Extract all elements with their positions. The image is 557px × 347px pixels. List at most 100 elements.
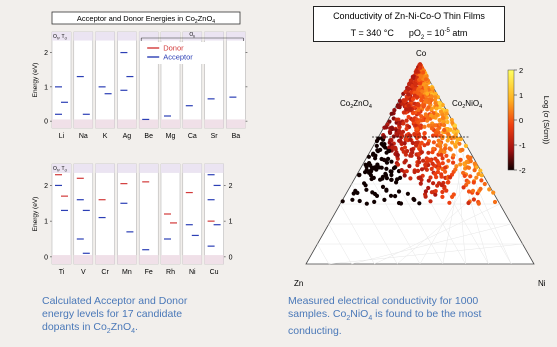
ternary-sample-point (382, 142, 387, 147)
ternary-sample-point (406, 114, 411, 120)
chart1-xtick-Ba: Ba (232, 133, 241, 140)
chart1-column-Li (51, 31, 72, 129)
ternary-sample-point (403, 89, 408, 94)
ternary-sample-point (379, 165, 384, 170)
ternary-sample-point (401, 98, 406, 103)
ternary-sample-point (416, 111, 421, 116)
ternary-sample-point (466, 180, 471, 185)
ternary-sample-point (391, 166, 397, 171)
ternary-sample-point (387, 148, 392, 154)
ternary-sample-point (428, 199, 433, 204)
ternary-sample-point (423, 112, 428, 117)
ternary-sample-point (408, 176, 413, 181)
ternary-sample-point (468, 174, 473, 179)
ternary-sample-point (426, 185, 431, 191)
ternary-sample-point (458, 137, 463, 142)
chart2-band-high (95, 164, 115, 173)
ternary-sample-point (425, 91, 430, 96)
ternary-sample-point (392, 108, 397, 113)
ternary-sample-point (366, 154, 371, 159)
ternary-sample-point (432, 123, 438, 128)
ternary-sample-point (406, 86, 411, 91)
ternary-sample-point (389, 159, 394, 164)
chart2-column-Ni (182, 163, 203, 265)
ternary-sample-point (417, 160, 422, 165)
chart1-xtick-Ag: Ag (123, 133, 132, 140)
chart1-band-high (139, 32, 159, 41)
ternary-sample-point (357, 198, 362, 204)
ternary-sample-point (369, 176, 374, 182)
ternary-sample-point (395, 162, 401, 167)
chart1-group-label: Oh (189, 32, 195, 39)
ternary-sample-point (476, 172, 481, 177)
chart1-band-low (139, 119, 159, 128)
ternary-sample-point (433, 91, 438, 96)
ternary-sample-point (396, 200, 402, 206)
ternary-sample-point (375, 148, 380, 153)
ternary-sample-point (408, 137, 413, 142)
ternary-sample-point (408, 78, 413, 83)
ternary-sample-point (470, 188, 476, 193)
ternary-sample-point (405, 191, 410, 196)
ternary-sample-point (445, 119, 450, 125)
ternary-sample-point (379, 156, 384, 162)
caption-right: Measured electrical conductivity for 100… (288, 295, 482, 338)
chart2-ytick-left: 1 (44, 219, 48, 226)
ternary-sample-point (404, 169, 409, 174)
ternary-sample-point (423, 85, 428, 90)
chart2-ytick-left: 0 (44, 254, 48, 261)
ternary-sample-point (422, 103, 427, 108)
ternary-sample-point (397, 105, 402, 110)
ternary-sample-point (471, 197, 476, 202)
ternary-sample-point (408, 153, 413, 158)
caption-left: Calculated Acceptor and Donor energy lev… (42, 295, 188, 336)
chart2-ytick-left: 2 (44, 183, 48, 190)
colorbar-label: Log (σ (S/cm)) (542, 96, 551, 145)
ternary-sample-point (426, 123, 431, 128)
ternary-sample-point (422, 124, 427, 129)
colorbar-tick-label: 0 (519, 116, 523, 125)
ternary-sample-point (419, 114, 424, 119)
chart2-band-high (52, 164, 71, 173)
chart2-corner-label: Oh, Td (53, 166, 67, 173)
ternary-gridline (317, 243, 330, 265)
chart2-column-Fe (138, 163, 159, 265)
ternary-sample-point (423, 77, 429, 82)
chart1-band-low (52, 119, 71, 128)
chart2-band-high (117, 164, 137, 173)
ternary-sample-point (462, 173, 467, 178)
chart1-xtick-Li: Li (59, 133, 65, 140)
chart1-band-high (204, 32, 224, 41)
colorbar-tick-label: -2 (519, 166, 526, 175)
ternary-sample-point (440, 156, 445, 161)
ternary-sample-point (437, 118, 442, 123)
ternary-sample-point (357, 173, 362, 178)
ternary-sample-point (373, 156, 378, 161)
ternary-sample-point (426, 105, 431, 110)
chart1-legend-donor: Donor (163, 44, 184, 53)
ternary-sample-point (389, 177, 394, 182)
ternary-sample-point (452, 123, 457, 128)
ternary-sample-point (444, 153, 449, 158)
ternary-sample-point (394, 117, 399, 122)
chart2-xtick-Fe: Fe (145, 269, 153, 276)
ternary-sample-point (447, 200, 452, 205)
chart2-column-Ti (51, 163, 72, 265)
ternary-sample-point (437, 101, 442, 106)
ternary-sample-point (435, 112, 440, 117)
ternary-sample-point (451, 153, 456, 158)
ternary-sample-point (423, 189, 428, 194)
ternary-sample-point (430, 161, 435, 166)
ternary-sample-point (417, 134, 422, 139)
ternary-sample-point (418, 84, 423, 89)
ternary-sample-point (428, 175, 433, 180)
ternary-sample-point (450, 194, 455, 199)
ternary-sample-point (414, 69, 419, 74)
ternary-sample-point (439, 172, 444, 177)
ternary-sample-point (461, 185, 466, 190)
ternary-temperature: T = 340 °C (350, 28, 394, 38)
ternary-sample-point (442, 127, 447, 133)
ternary-sample-point (402, 145, 408, 150)
ternary-sample-point (426, 157, 431, 162)
ternary-sample-point (407, 107, 412, 112)
